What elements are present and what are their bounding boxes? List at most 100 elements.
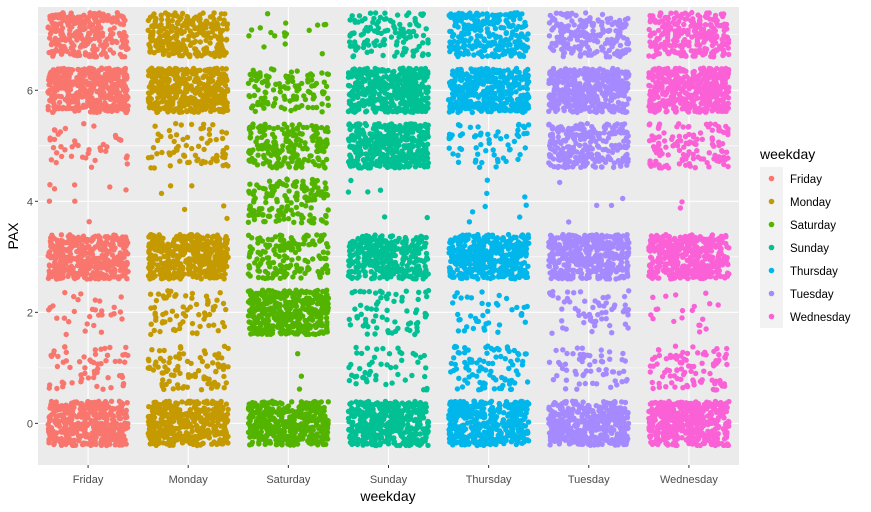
- point-friday: [61, 65, 67, 72]
- point-monday: [163, 310, 169, 316]
- point-saturday: [245, 80, 252, 87]
- point-friday: [45, 24, 51, 30]
- point-friday: [87, 276, 94, 282]
- point-saturday: [249, 404, 256, 410]
- point-monday: [184, 384, 190, 390]
- point-saturday: [285, 433, 291, 440]
- point-saturday: [286, 164, 293, 170]
- point-saturday: [301, 188, 308, 194]
- point-friday: [90, 234, 97, 240]
- point-saturday: [250, 330, 257, 336]
- point-monday: [159, 320, 166, 326]
- point-friday: [51, 441, 57, 448]
- point-monday: [197, 323, 203, 330]
- point-monday: [203, 73, 209, 79]
- point-friday: [53, 276, 60, 282]
- point-friday: [72, 198, 78, 204]
- point-friday: [54, 363, 61, 370]
- point-friday: [76, 259, 82, 265]
- point-saturday: [305, 104, 311, 111]
- point-monday: [146, 84, 153, 90]
- point-saturday: [305, 72, 311, 79]
- point-friday: [94, 275, 101, 281]
- point-monday: [218, 86, 224, 93]
- point-friday: [84, 321, 90, 327]
- point-monday: [170, 239, 177, 245]
- point-friday: [108, 398, 115, 404]
- point-friday: [121, 29, 127, 36]
- point-friday: [92, 370, 98, 377]
- point-monday: [161, 39, 168, 45]
- point-friday: [104, 267, 111, 273]
- point-saturday: [285, 316, 291, 322]
- point-saturday: [309, 297, 315, 304]
- point-monday: [154, 137, 161, 144]
- point-friday: [81, 121, 87, 127]
- point-monday: [179, 98, 185, 105]
- point-friday: [51, 186, 58, 192]
- point-monday: [170, 72, 177, 78]
- point-monday: [161, 400, 167, 406]
- point-saturday: [311, 184, 318, 190]
- point-friday: [111, 25, 117, 31]
- point-friday: [60, 359, 66, 365]
- point-monday: [147, 48, 153, 55]
- point-saturday: [269, 131, 276, 137]
- point-monday: [207, 137, 213, 144]
- point-friday: [112, 255, 118, 261]
- point-monday: [211, 322, 217, 328]
- point-friday: [92, 244, 99, 250]
- point-friday: [119, 93, 125, 100]
- point-friday: [111, 304, 117, 310]
- point-friday: [112, 442, 119, 448]
- point-monday: [150, 145, 157, 151]
- point-friday: [117, 309, 124, 315]
- point-monday: [183, 142, 189, 149]
- point-saturday: [324, 309, 330, 316]
- point-saturday: [270, 87, 277, 93]
- point-monday: [225, 364, 231, 370]
- point-friday: [82, 370, 88, 376]
- point-monday: [164, 411, 170, 417]
- point-saturday: [285, 216, 292, 222]
- point-friday: [107, 104, 114, 110]
- point-saturday: [312, 290, 319, 296]
- point-monday: [182, 434, 188, 440]
- point-saturday: [251, 216, 258, 223]
- point-friday: [72, 92, 78, 99]
- point-monday: [203, 45, 210, 51]
- point-friday: [62, 404, 69, 410]
- point-monday: [210, 102, 217, 109]
- point-friday: [100, 86, 106, 93]
- point-friday: [54, 242, 60, 249]
- point-friday: [93, 421, 99, 427]
- point-monday: [220, 21, 226, 27]
- point-monday: [176, 351, 183, 357]
- point-saturday: [323, 315, 330, 321]
- point-monday: [146, 433, 152, 439]
- point-friday: [98, 329, 105, 335]
- point-monday: [174, 66, 180, 72]
- point-friday: [118, 405, 124, 411]
- point-monday: [200, 10, 206, 16]
- point-saturday: [298, 266, 305, 272]
- point-monday: [210, 72, 216, 79]
- point-saturday: [276, 436, 282, 443]
- point-monday: [219, 135, 226, 142]
- point-saturday: [303, 232, 310, 238]
- point-saturday: [248, 27, 255, 33]
- point-saturday: [325, 399, 331, 405]
- point-monday: [151, 304, 158, 311]
- point-friday: [96, 312, 102, 318]
- point-saturday: [270, 273, 277, 279]
- point-monday: [201, 316, 207, 322]
- point-monday: [173, 400, 179, 406]
- point-friday: [95, 366, 101, 372]
- point-monday: [180, 319, 186, 325]
- point-saturday: [254, 256, 260, 262]
- point-friday: [51, 254, 57, 260]
- point-monday: [211, 275, 217, 281]
- point-monday: [171, 83, 178, 89]
- point-monday: [157, 105, 163, 112]
- point-friday: [62, 289, 68, 296]
